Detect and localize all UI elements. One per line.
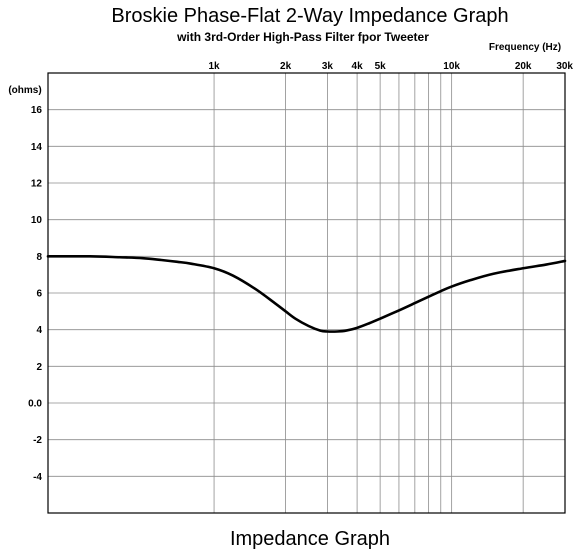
y-tick-label: 4 — [36, 325, 42, 336]
y-tick-label: 12 — [31, 179, 43, 190]
x-axis-label: Frequency (Hz) — [489, 42, 561, 53]
x-tick-label: 30k — [556, 61, 573, 72]
series-layer — [46, 254, 567, 333]
tick-labels: 16 14 12 10 8 6 4 2 0.0 -2 -4 1k 2k 3k 4k 5k 10k 20k 30k — [28, 61, 573, 483]
y-tick-label: 8 — [36, 252, 42, 263]
x-tick-label: 20k — [515, 61, 532, 72]
y-tick-label: 10 — [31, 215, 43, 226]
y-tick-label: 6 — [36, 289, 42, 300]
y-tick-label: -2 — [33, 435, 42, 446]
y-tick-label: 14 — [31, 142, 43, 153]
grid-lines — [48, 73, 566, 513]
plot-frame — [47, 72, 566, 514]
x-tick-label: 2k — [280, 61, 292, 72]
x-tick-label: 4k — [352, 61, 364, 72]
x-tick-label: 1k — [208, 61, 220, 72]
x-tick-label: 3k — [322, 61, 334, 72]
chart-title: Broskie Phase-Flat 2-Way Impedance Graph — [111, 5, 508, 27]
x-tick-label: 10k — [443, 61, 460, 72]
y-tick-label: -4 — [33, 472, 42, 483]
impedance-curve — [46, 254, 567, 333]
y-tick-label: 2 — [36, 362, 42, 373]
chart-caption: Impedance Graph — [230, 528, 390, 550]
y-tick-label: 0.0 — [28, 399, 42, 410]
chart-subtitle: with 3rd-Order High-Pass Filter fpor Twe… — [176, 30, 429, 44]
y-axis-label: (ohms) — [8, 85, 41, 96]
y-tick-label: 16 — [31, 105, 43, 116]
x-tick-label: 5k — [375, 61, 387, 72]
